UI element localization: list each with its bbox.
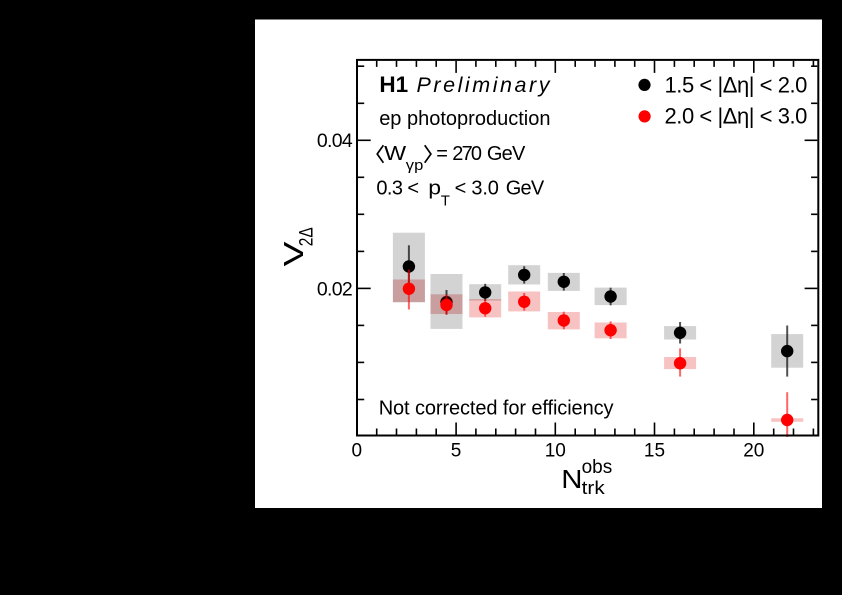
svg-text:=: =	[436, 143, 448, 165]
svg-text:N: N	[561, 464, 582, 494]
svg-text:ep photoproduction: ep photoproduction	[379, 108, 550, 130]
svg-text:0: 0	[352, 440, 363, 461]
svg-text:2Δ: 2Δ	[295, 227, 317, 246]
svg-text:< 3.0: < 3.0	[455, 178, 499, 200]
svg-text:0.02: 0.02	[317, 278, 352, 300]
svg-text:GeV: GeV	[506, 178, 545, 200]
svg-text:15: 15	[644, 440, 665, 461]
svg-text:W: W	[384, 143, 406, 165]
svg-text:10: 10	[545, 440, 566, 461]
svg-text:Not corrected for efficiency: Not corrected for efficiency	[379, 398, 614, 420]
svg-text:p: p	[428, 178, 441, 200]
svg-text:H1: H1	[379, 72, 408, 97]
svg-text:270: 270	[452, 143, 482, 165]
svg-text:0.3 <: 0.3 <	[376, 178, 418, 200]
svg-text:obs: obs	[582, 457, 613, 478]
svg-text:0.04: 0.04	[317, 130, 353, 152]
svg-text:20: 20	[743, 440, 764, 461]
svg-text:5: 5	[451, 440, 462, 461]
svg-text:trk: trk	[582, 478, 606, 498]
svg-text:T: T	[441, 193, 450, 210]
svg-text:GeV: GeV	[487, 143, 526, 165]
svg-text:V: V	[278, 241, 309, 266]
svg-text:Preliminary: Preliminary	[417, 73, 553, 97]
svg-text:1.5 < |Δη| < 2.0: 1.5 < |Δη| < 2.0	[665, 72, 808, 97]
svg-text:γp: γp	[406, 157, 424, 174]
svg-text:2.0 < |Δη| < 3.0: 2.0 < |Δη| < 3.0	[665, 104, 808, 129]
